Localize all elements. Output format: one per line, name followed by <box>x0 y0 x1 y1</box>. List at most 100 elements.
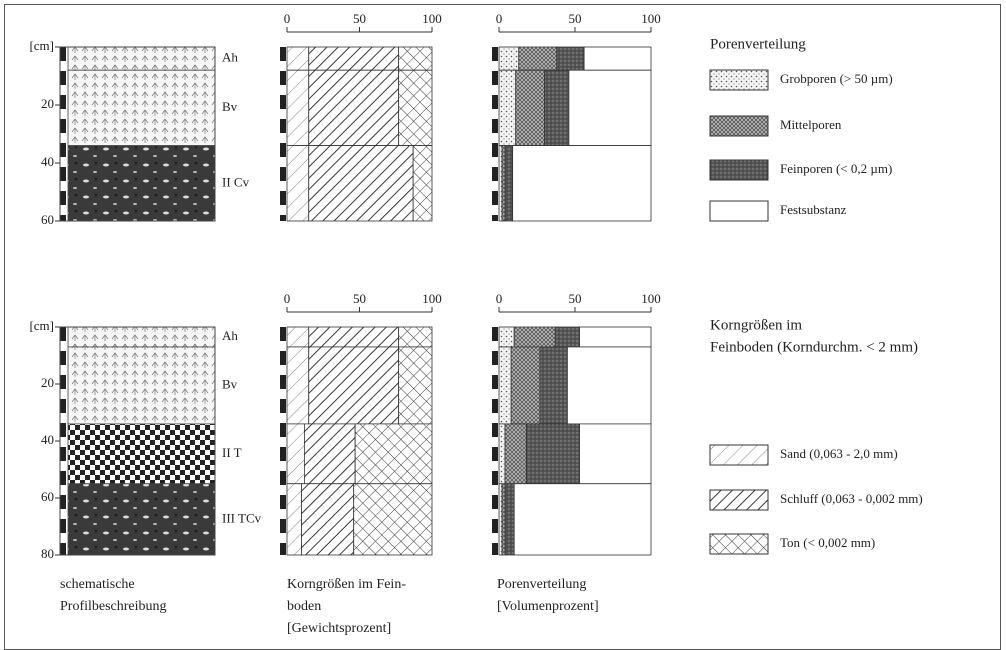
grain-segment <box>353 483 433 556</box>
profile-frame <box>59 46 216 222</box>
legend-swatch <box>709 200 769 222</box>
pore-segment <box>583 46 652 71</box>
grain-segment <box>398 46 433 71</box>
legend-label: Grobporen (> 50 µm) <box>780 71 893 86</box>
horizon-label: II Cv <box>222 174 250 189</box>
legend-swatch <box>709 159 769 181</box>
pore-segment <box>498 346 512 425</box>
pore-segment <box>539 346 568 425</box>
caption: Korngrößen im Fein- <box>287 577 406 592</box>
horizon <box>67 483 216 556</box>
pore-segment <box>498 326 515 348</box>
horizon-label: Ah <box>222 50 238 65</box>
percent-tick-label: 50 <box>353 11 366 26</box>
grain-segment <box>308 326 400 348</box>
caption: Profilbeschreibung <box>60 599 167 614</box>
horizon <box>67 346 216 425</box>
depth-tick-label: 20 <box>41 375 54 390</box>
pore-segment <box>504 145 514 222</box>
caption: [Gewichtsprozent] <box>287 621 391 636</box>
caption: schematische <box>60 577 135 592</box>
percent-tick-label: 0 <box>284 11 291 26</box>
pore-segment <box>501 145 506 222</box>
pore-segment <box>498 46 520 71</box>
legend-swatch <box>709 115 769 137</box>
horizon-label: Ah <box>222 328 238 343</box>
percent-tick-label: 50 <box>569 11 582 26</box>
grain-segment <box>286 46 310 71</box>
pore-segment <box>513 326 556 348</box>
depth-tick-label: 40 <box>41 432 54 447</box>
percent-tick-label: 50 <box>569 291 582 306</box>
grain-segment <box>286 423 305 485</box>
pore-segment <box>498 483 503 556</box>
caption: boden <box>287 599 321 614</box>
depth-tick-label: 20 <box>41 96 54 111</box>
pore-segment <box>512 145 652 222</box>
grain-segment <box>286 483 302 556</box>
percent-tick-label: 50 <box>353 291 366 306</box>
legend-swatch <box>709 444 769 466</box>
horizon-label: Bv <box>222 376 238 391</box>
pore-segment <box>568 69 652 146</box>
pore-segment <box>513 483 652 556</box>
grain-segment <box>286 326 310 348</box>
legend-swatch <box>709 533 769 555</box>
depth-tick-label: [cm] <box>29 318 54 333</box>
pore-segment <box>556 46 585 71</box>
legend-title: Porenverteilung <box>710 36 806 52</box>
depth-tick-label: 80 <box>41 546 54 561</box>
depth-tick-label: [cm] <box>29 38 54 53</box>
pore-segment <box>579 423 652 485</box>
legend-swatch <box>709 489 769 511</box>
pore-segment <box>567 346 652 425</box>
pore-segment <box>544 69 570 146</box>
horizon <box>67 69 216 146</box>
depth-tick-label: 60 <box>41 489 54 504</box>
horizon-label: Bv <box>222 99 238 114</box>
grain-segment <box>308 346 400 425</box>
pore-segment <box>525 423 580 485</box>
grain-segment <box>308 46 400 71</box>
legend-label: Ton (< 0,002 mm) <box>780 535 875 550</box>
legend-label: Feinporen (< 0,2 µm) <box>780 161 892 176</box>
grain-segment <box>398 346 433 425</box>
percent-tick-label: 0 <box>284 291 291 306</box>
pore-segment <box>501 483 506 556</box>
grain-segment <box>286 69 310 146</box>
horizon <box>67 423 216 485</box>
horizon <box>67 326 216 348</box>
percent-tick-label: 100 <box>422 291 442 306</box>
pore-segment <box>554 326 580 348</box>
legend-title: Feinboden (Korndurchm. < 2 mm) <box>710 339 918 355</box>
legend-label: Mittelporen <box>780 117 842 132</box>
grain-segment <box>354 423 433 485</box>
legend-label: Festsubstanz <box>780 202 847 217</box>
horizon-label: II T <box>222 445 242 460</box>
horizon <box>67 46 216 71</box>
grain-segment <box>398 326 433 348</box>
percent-tick-label: 100 <box>641 11 661 26</box>
grain-segment <box>398 69 433 146</box>
grain-segment <box>301 483 355 556</box>
percent-tick-label: 100 <box>422 11 442 26</box>
depth-tick-label: 40 <box>41 154 54 169</box>
pore-segment <box>518 46 558 71</box>
grain-segment <box>412 145 433 222</box>
horizon-label: III TCv <box>222 510 262 525</box>
caption: Porenverteilung <box>497 577 586 592</box>
caption: [Volumenprozent] <box>497 599 599 614</box>
profile-frame <box>59 326 216 556</box>
grain-segment <box>308 145 414 222</box>
pore-segment <box>498 145 503 222</box>
pore-segment <box>504 483 515 556</box>
legend-label: Schluff (0,063 - 0,002 mm) <box>780 491 923 506</box>
legend-label: Sand (0,063 - 2,0 mm) <box>780 446 898 461</box>
legend-title: Korngrößen im <box>710 317 802 333</box>
depth-tick-label: 60 <box>41 212 54 227</box>
horizon <box>67 145 216 222</box>
grain-segment <box>286 346 310 425</box>
pore-segment <box>498 423 506 485</box>
pore-segment <box>510 346 541 425</box>
